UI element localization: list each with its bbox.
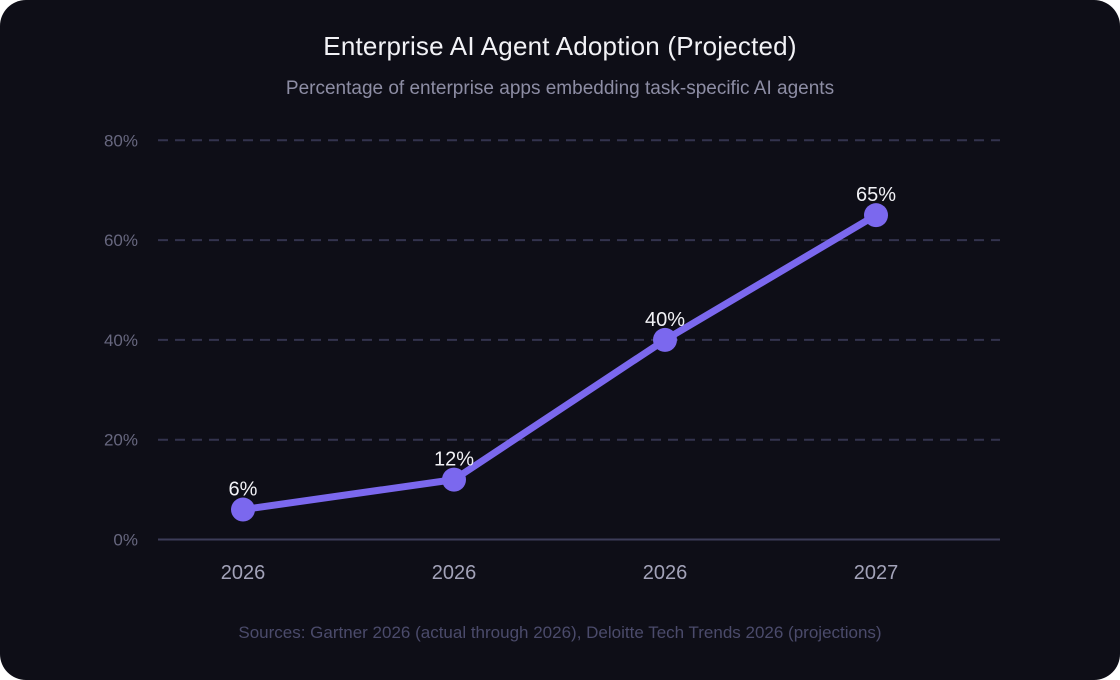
data-point-label: 12% bbox=[434, 449, 474, 471]
chart-title: Enterprise AI Agent Adoption (Projected) bbox=[323, 31, 797, 61]
y-axis-label: 80% bbox=[104, 131, 138, 150]
data-point bbox=[231, 497, 255, 522]
x-axis-label: 2026 bbox=[643, 562, 688, 584]
y-axis-label: 40% bbox=[104, 331, 138, 350]
data-point bbox=[864, 203, 888, 228]
x-axis-label: 2026 bbox=[221, 562, 266, 584]
data-point bbox=[442, 467, 466, 492]
y-axis-label: 60% bbox=[104, 231, 138, 250]
x-axis-label: 2026 bbox=[432, 562, 477, 584]
chart-subtitle: Percentage of enterprise apps embedding … bbox=[285, 78, 835, 99]
chart-source: Sources: Gartner 2026 (actual through 20… bbox=[238, 623, 882, 642]
y-axis-label: 20% bbox=[104, 431, 138, 450]
data-point-label: 6% bbox=[229, 479, 258, 501]
data-point-label: 40% bbox=[645, 309, 685, 331]
data-point-label: 65% bbox=[856, 184, 896, 206]
y-axis-label: 0% bbox=[113, 531, 138, 550]
x-axis-label: 2027 bbox=[854, 562, 899, 584]
data-point bbox=[653, 327, 677, 352]
trend-line bbox=[239, 211, 880, 514]
